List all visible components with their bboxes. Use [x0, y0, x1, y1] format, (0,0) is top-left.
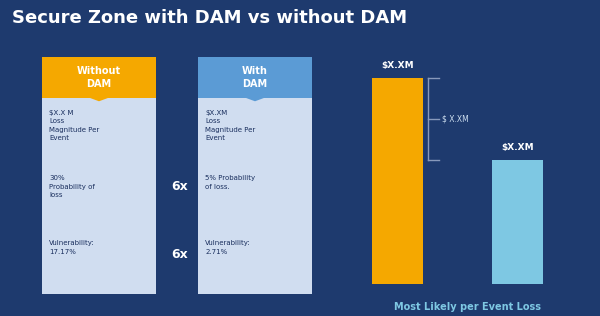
FancyBboxPatch shape	[372, 78, 423, 284]
FancyBboxPatch shape	[198, 57, 312, 98]
Text: Without
DAM: Without DAM	[77, 66, 121, 88]
Polygon shape	[246, 98, 264, 101]
Text: $ X.XM: $ X.XM	[442, 114, 469, 123]
Text: With
DAM: With DAM	[242, 66, 268, 88]
Text: 5% Probability
of loss.: 5% Probability of loss.	[205, 175, 256, 190]
Text: Most Likely per Event Loss: Most Likely per Event Loss	[395, 301, 542, 312]
Text: Vulnerability:
17.17%: Vulnerability: 17.17%	[49, 240, 95, 255]
Polygon shape	[90, 98, 108, 101]
Text: $X.XM: $X.XM	[381, 61, 414, 70]
FancyBboxPatch shape	[42, 98, 156, 294]
Text: $X.XM: $X.XM	[501, 143, 534, 152]
Text: $X.X M
Loss
Magnitude Per
Event: $X.X M Loss Magnitude Per Event	[49, 110, 100, 141]
Text: Secure Zone with DAM vs without DAM: Secure Zone with DAM vs without DAM	[12, 9, 407, 27]
FancyBboxPatch shape	[198, 98, 312, 294]
Text: $X.XM
Loss
Magnitude Per
Event: $X.XM Loss Magnitude Per Event	[205, 110, 256, 141]
Text: 6x: 6x	[171, 180, 188, 193]
Text: Vulnerability:
2.71%: Vulnerability: 2.71%	[205, 240, 251, 255]
Text: 30%
Probability of
loss: 30% Probability of loss	[49, 175, 95, 198]
FancyBboxPatch shape	[492, 160, 543, 284]
Text: 6x: 6x	[171, 248, 188, 261]
FancyBboxPatch shape	[42, 57, 156, 98]
